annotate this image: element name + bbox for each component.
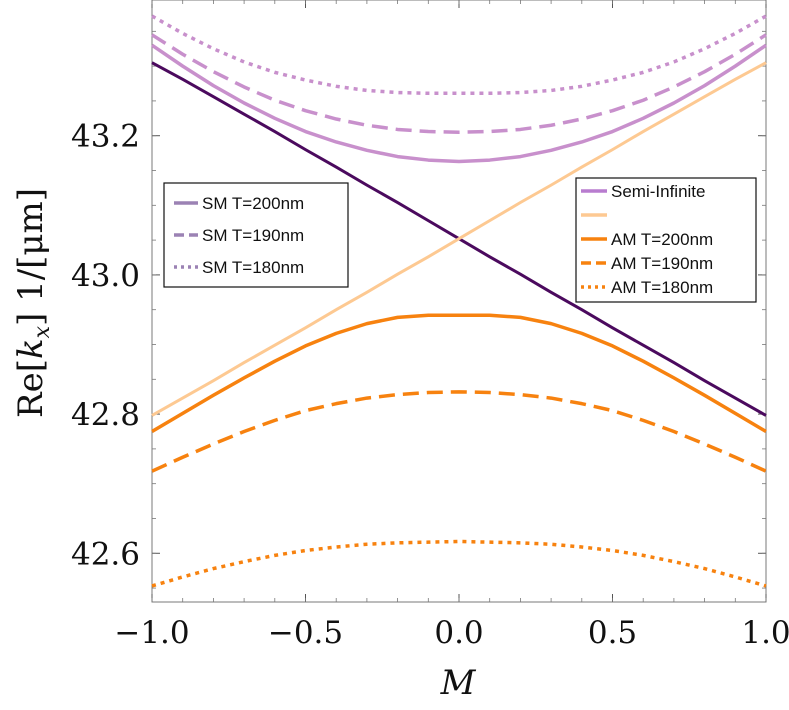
series-line-2 xyxy=(151,43,767,164)
legend-label: AM T=180nm xyxy=(611,278,713,297)
y-tick-label: 42.8 xyxy=(71,397,140,433)
y-tick-label: 43.0 xyxy=(71,258,140,294)
series-layer xyxy=(151,14,767,588)
legend-label: SM T=190nm xyxy=(202,226,304,245)
y-tick-label: 42.6 xyxy=(71,536,140,572)
x-tick-label: −1.0 xyxy=(114,615,189,651)
legend-sm: SM T=200nm SM T=190nm SM T=180nm xyxy=(163,182,349,288)
series-line-1 xyxy=(151,61,767,417)
x-tick-label: 1.0 xyxy=(741,615,789,651)
legend-label: AM T=200nm xyxy=(611,230,713,249)
y-tick-label: 43.2 xyxy=(71,119,140,155)
legend-am: Semi-Infinite AM T=200nm AM T=190nm AM T=18… xyxy=(575,177,757,303)
x-tick-label: −0.5 xyxy=(268,615,343,651)
legend-label: SM T=200nm xyxy=(202,194,304,213)
series-line-3 xyxy=(151,33,767,134)
legend-label: SM T=180nm xyxy=(202,258,304,277)
x-axis-title: M xyxy=(440,663,477,703)
series-line-5 xyxy=(151,313,767,433)
series-line-6 xyxy=(151,390,767,473)
legend-label: AM T=190nm xyxy=(611,254,713,273)
x-tick-label: 0.5 xyxy=(588,615,637,651)
axis-ticks: −1.0 −0.5 0.0 0.5 1.0 42.6 42.8 43.0 43.2 xyxy=(71,0,789,651)
series-line-4 xyxy=(151,14,767,96)
legend-label: Semi-Infinite xyxy=(611,182,705,201)
x-tick-label: 0.0 xyxy=(434,615,483,651)
series-line-7 xyxy=(151,539,767,588)
y-axis-title: Re[kx] 1/[μm] xyxy=(11,188,55,418)
